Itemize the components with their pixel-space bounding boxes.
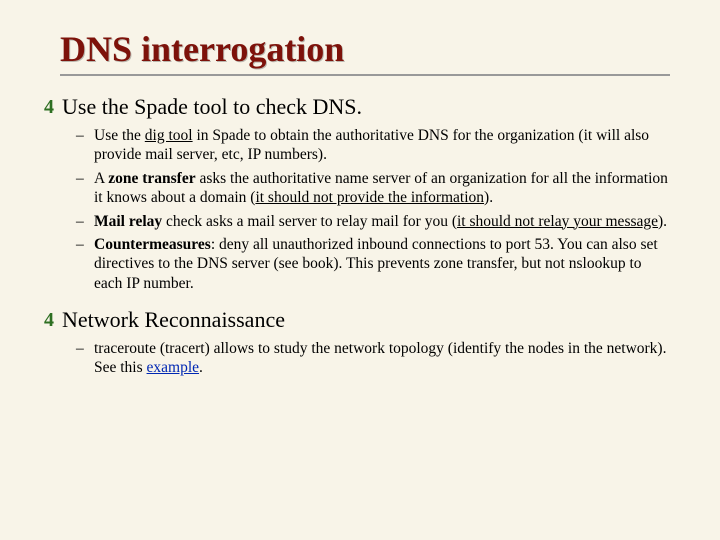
- list-item: – Mail relay check asks a mail server to…: [94, 212, 670, 231]
- list-item: – Countermeasures: deny all unauthorized…: [94, 235, 670, 293]
- list-item: – Use the dig tool in Spade to obtain th…: [94, 126, 670, 165]
- dash-icon: –: [76, 235, 94, 293]
- slide-root: DNS interrogation 4 Use the Spade tool t…: [0, 0, 720, 412]
- check-icon: 4: [44, 307, 54, 333]
- bullet-use-spade: 4 Use the Spade tool to check DNS.: [60, 94, 670, 120]
- sub-list-1: – Use the dig tool in Spade to obtain th…: [94, 126, 670, 293]
- item-text: Mail relay check asks a mail server to r…: [94, 212, 670, 231]
- bullet-text: Use the Spade tool to check DNS.: [62, 94, 362, 120]
- list-item: – traceroute (tracert) allows to study t…: [94, 339, 670, 378]
- example-link[interactable]: example: [147, 359, 200, 376]
- dash-icon: –: [76, 126, 94, 165]
- sub-list-2: – traceroute (tracert) allows to study t…: [94, 339, 670, 378]
- title-underline: [60, 74, 670, 76]
- dash-icon: –: [76, 169, 94, 208]
- item-text: Use the dig tool in Spade to obtain the …: [94, 126, 670, 165]
- slide-title: DNS interrogation: [60, 28, 670, 70]
- item-text: Countermeasures: deny all unauthorized i…: [94, 235, 670, 293]
- dash-icon: –: [76, 212, 94, 231]
- bullet-network-recon: 4 Network Reconnaissance: [60, 307, 670, 333]
- bullet-text: Network Reconnaissance: [62, 307, 285, 333]
- item-text: A zone transfer asks the authoritative n…: [94, 169, 670, 208]
- item-text: traceroute (tracert) allows to study the…: [94, 339, 670, 378]
- dash-icon: –: [76, 339, 94, 378]
- check-icon: 4: [44, 94, 54, 120]
- list-item: – A zone transfer asks the authoritative…: [94, 169, 670, 208]
